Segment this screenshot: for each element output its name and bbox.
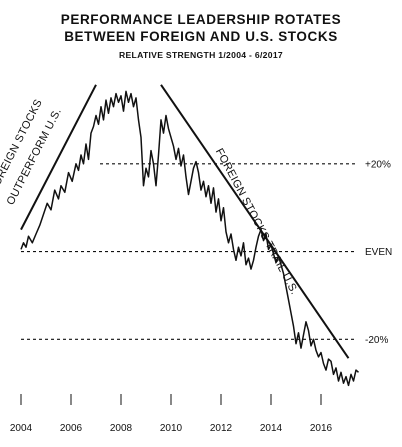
reference-lines: +20% EVEN -20% bbox=[21, 159, 392, 346]
x-axis: 2004 2006 2008 2010 2012 2014 2016 bbox=[10, 394, 333, 434]
reference-line-label-0: +20% bbox=[365, 159, 391, 170]
series-line-0 bbox=[20, 90, 359, 387]
trend-lines bbox=[20, 84, 350, 359]
reference-line-label-2: -20% bbox=[365, 335, 388, 346]
series-layer bbox=[20, 90, 359, 387]
x-tick-label-6: 2016 bbox=[310, 423, 333, 434]
trend-line-0 bbox=[20, 84, 97, 231]
x-tick-label-2: 2008 bbox=[110, 423, 133, 434]
chart-title-line-1: PERFORMANCE LEADERSHIP ROTATES bbox=[61, 12, 342, 27]
chart-subtitle: RELATIVE STRENGTH 1/2004 - 6/2017 bbox=[119, 50, 283, 60]
x-tick-label-4: 2012 bbox=[210, 423, 233, 434]
chart-title-line-2: BETWEEN FOREIGN AND U.S. STOCKS bbox=[64, 29, 338, 44]
annotation-foreign-trail: FOREIGN STOCKS TRAIL U.S. bbox=[213, 146, 300, 296]
x-tick-label-5: 2014 bbox=[260, 423, 283, 434]
reference-line-label-1: EVEN bbox=[365, 247, 392, 258]
x-tick-label-0: 2004 bbox=[10, 423, 33, 434]
x-tick-label-3: 2010 bbox=[160, 423, 183, 434]
trend-line-1 bbox=[160, 84, 350, 359]
x-tick-label-1: 2006 bbox=[60, 423, 83, 434]
